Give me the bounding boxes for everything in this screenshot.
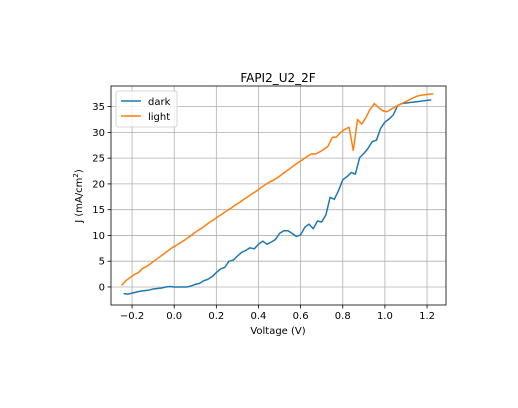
x-tick-label: 0.8 — [335, 311, 351, 322]
y-axis-label: J (mA/cm2) — [72, 169, 85, 224]
y-tick-label: 0 — [99, 282, 105, 293]
x-tick-label: 1.0 — [377, 311, 393, 322]
x-axis-label: Voltage (V) — [250, 326, 305, 337]
y-tick-label: 20 — [92, 179, 105, 190]
axis-ticks: −0.2 0.0 0.2 0.4 0.6 0.8 1.0 1.2 0 5 10 15 20 25 30 35 — [92, 102, 435, 322]
y-tick-label: 5 — [99, 257, 105, 268]
y-axis-label-main: J (mA/cm — [74, 178, 85, 224]
y-tick-label: 15 — [92, 205, 105, 216]
x-tick-label: 1.2 — [419, 311, 435, 322]
chart-title: FAPI2_U2_2F — [240, 71, 315, 85]
y-axis-label-superscript: 2 — [72, 173, 80, 177]
series-line-dark — [123, 99, 432, 295]
series-line-light — [120, 92, 434, 286]
x-tick-label: 0.6 — [293, 311, 309, 322]
x-tick-label: 0.0 — [166, 311, 182, 322]
legend: dark light — [115, 90, 178, 128]
plot-area — [110, 85, 447, 306]
x-tick-label: 0.4 — [251, 311, 267, 322]
legend-label-dark: dark — [148, 97, 171, 108]
y-tick-label: 25 — [92, 154, 105, 165]
y-tick-label: 35 — [92, 102, 105, 113]
series-lines — [120, 92, 434, 295]
x-tick-label: 0.2 — [208, 311, 224, 322]
y-tick-label: 10 — [92, 231, 105, 242]
legend-label-light: light — [148, 112, 170, 123]
x-tick-label: −0.2 — [120, 311, 144, 322]
legend-box — [115, 90, 178, 128]
y-tick-label: 30 — [92, 128, 105, 139]
y-axis-label-end: ) — [74, 169, 85, 173]
